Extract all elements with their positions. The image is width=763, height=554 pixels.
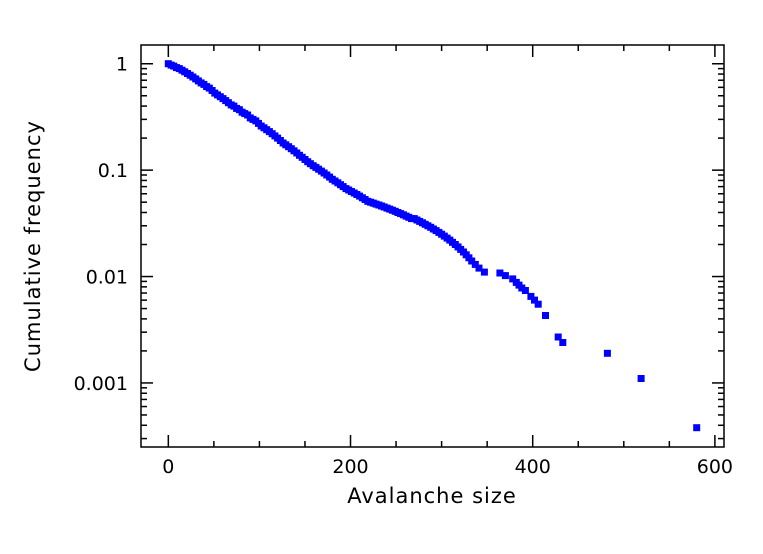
data-point <box>534 300 542 308</box>
data-point <box>603 349 611 357</box>
data-point <box>693 424 701 432</box>
x-tick-label: 600 <box>697 456 733 478</box>
x-axis-title: Avalanche size <box>347 484 517 508</box>
data-point <box>509 275 517 283</box>
data-point <box>518 284 526 292</box>
data-point <box>521 287 529 294</box>
y-tick-label: 1 <box>116 54 128 76</box>
axis-ticks: 0 200 400 600 1 0.1 0.01 0.001 <box>74 45 733 478</box>
data-point <box>475 264 483 272</box>
data-point <box>501 272 509 280</box>
x-tick-label: 400 <box>515 456 551 478</box>
data-point <box>637 375 645 382</box>
y-tick-label: 0.01 <box>86 267 128 289</box>
data-point <box>527 292 535 300</box>
data-points <box>164 60 701 432</box>
data-point <box>496 269 504 277</box>
data-point <box>554 333 562 341</box>
data-point <box>468 257 476 265</box>
data-point <box>542 312 549 319</box>
x-tick-label: 200 <box>332 456 368 478</box>
data-point <box>559 339 567 346</box>
data-point <box>480 268 488 276</box>
y-tick-label: 0.001 <box>74 373 128 395</box>
x-tick-label: 0 <box>162 456 174 478</box>
y-tick-label: 0.1 <box>98 160 128 182</box>
data-point <box>531 296 538 304</box>
y-axis-title: Cumulative frequency <box>21 120 45 372</box>
data-point <box>471 260 479 268</box>
plot-frame <box>140 44 725 448</box>
